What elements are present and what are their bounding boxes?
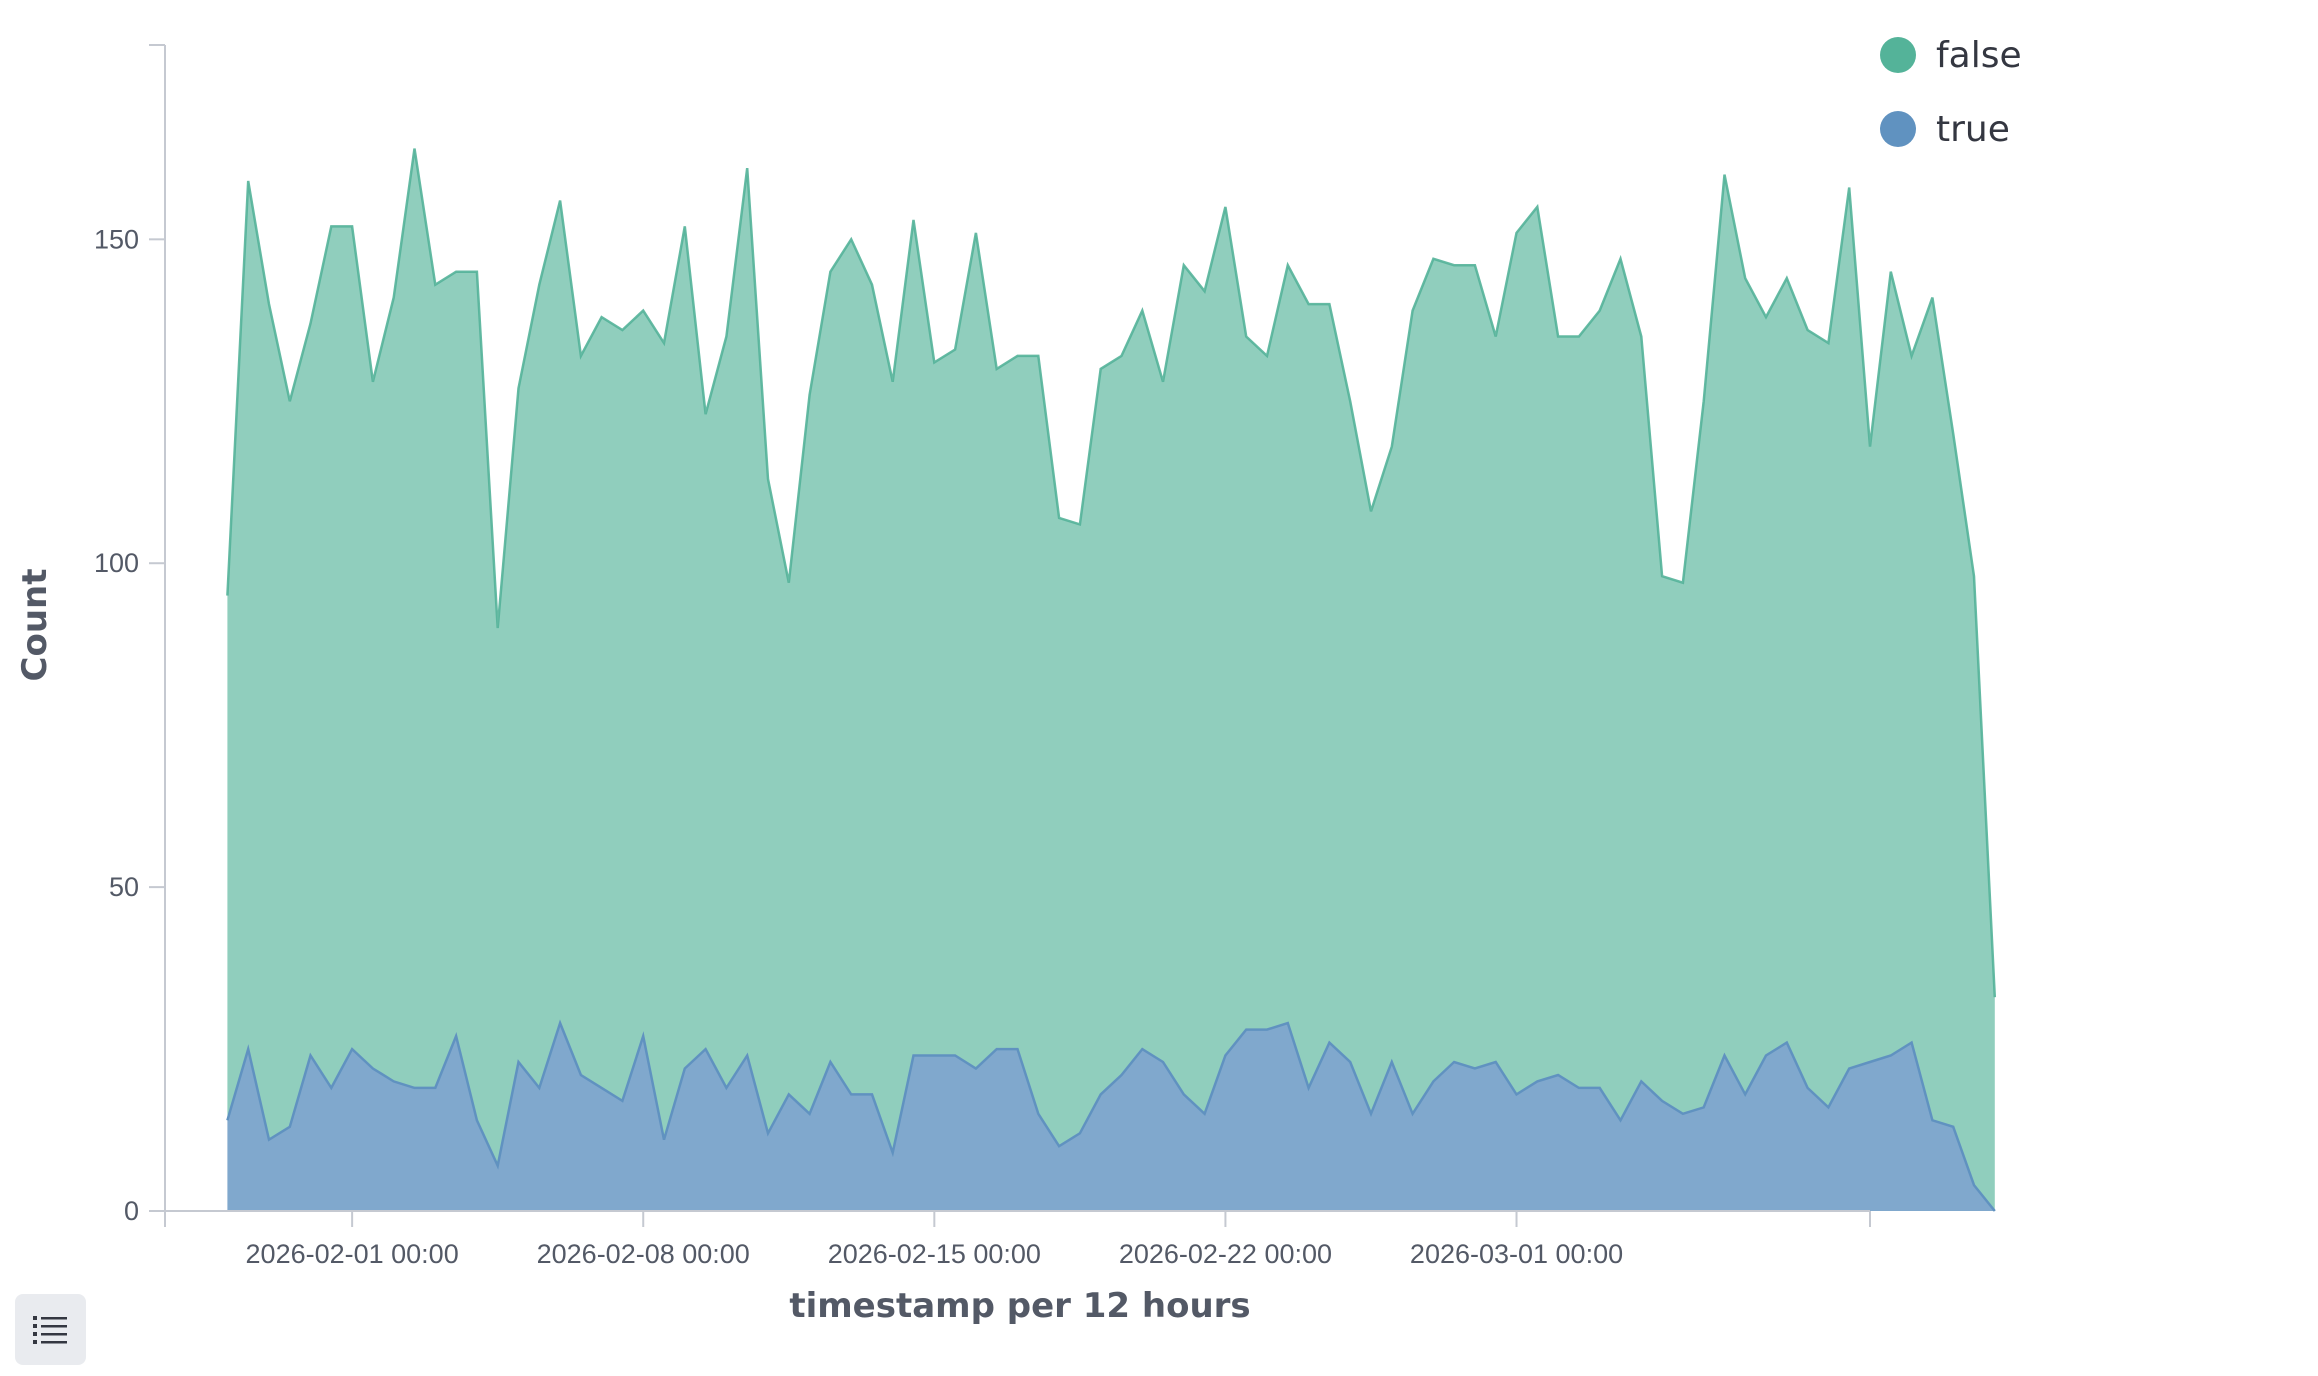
x-axis-title: timestamp per 12 hours [789,1286,1250,1326]
y-tick-label: 100 [94,548,139,578]
legend-label-false: false [1936,34,2022,76]
legend-swatch-false [1880,37,1916,73]
y-axis-title: Count [15,569,55,682]
series-area-false[interactable] [227,148,1995,1212]
legend-item-false[interactable]: false [1880,18,2022,92]
list-icon [32,1315,67,1344]
legend: false true [1880,18,2022,166]
x-tick-label: 2026-02-01 00:00 [246,1239,459,1269]
x-tick-label: 2026-02-15 00:00 [828,1239,1041,1269]
y-tick-label: 50 [109,872,139,902]
series-line-true [226,1019,1996,1212]
x-tick-label: 2026-02-22 00:00 [1119,1239,1332,1269]
legend-item-true[interactable]: true [1880,92,2022,166]
legend-label-true: true [1936,108,2010,150]
legend-swatch-true [1880,111,1916,147]
series-area-true[interactable] [227,1023,1995,1211]
series-line-false [226,148,1997,998]
x-tick-label: 2026-03-01 00:00 [1410,1239,1623,1269]
y-tick-label: 0 [124,1196,139,1226]
legend-toggle-button[interactable] [15,1294,86,1365]
y-tick-label: 150 [94,224,139,254]
x-tick-label: 2026-02-08 00:00 [537,1239,750,1269]
